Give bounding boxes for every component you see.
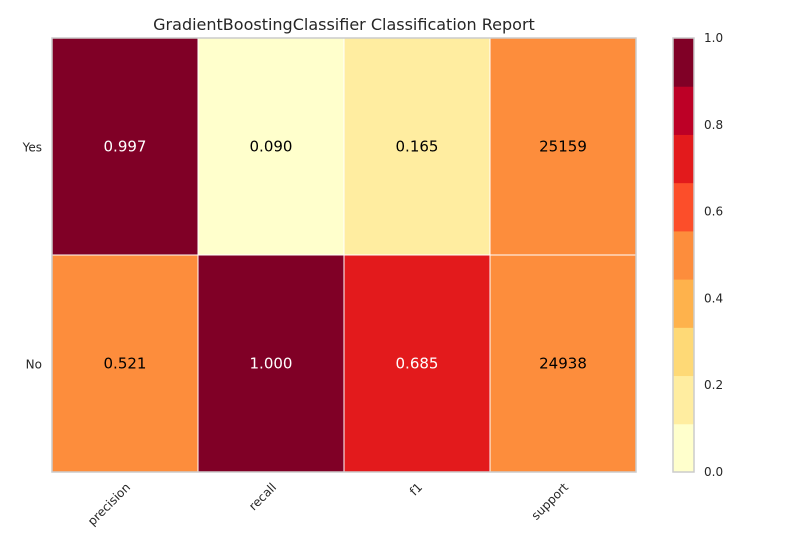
colorbar-band [673, 327, 694, 377]
colorbar-band [673, 134, 694, 184]
colorbar-tick-label: 0.0 [704, 465, 723, 479]
cell-value-no-recall: 1.000 [250, 355, 293, 373]
column-labels: precision recall f1 support [85, 480, 571, 528]
colorbar-tick-label: 1.0 [704, 31, 723, 45]
column-label-recall: recall [246, 480, 279, 513]
heatmap-cell-yes-recall [197, 37, 345, 256]
heatmap-cell-yes-support [489, 37, 637, 256]
column-label-support: support [529, 480, 572, 523]
colorbar-frame [672, 37, 695, 473]
colorbar-tick-label: 0.6 [704, 205, 723, 219]
cell-value-yes-f1: 0.165 [396, 138, 439, 156]
cell-value-yes-precision: 0.997 [104, 138, 147, 156]
colorbar-tick-label: 0.8 [704, 118, 723, 132]
colorbar-tick-label: 0.2 [704, 378, 723, 392]
heatmap-frame [51, 37, 637, 473]
cell-value-no-precision: 0.521 [104, 355, 147, 373]
colorbar-band [673, 375, 694, 425]
colorbar-band [673, 423, 694, 473]
column-label-precision: precision [85, 480, 133, 528]
heatmap-cell-no-precision [51, 254, 199, 473]
colorbar-tick-label: 0.4 [704, 291, 723, 305]
heatmap-cell-no-support [489, 254, 637, 473]
colorbar-band [673, 86, 694, 135]
row-label-no: No [26, 358, 42, 372]
cell-value-yes-recall: 0.090 [250, 138, 293, 156]
heatmap-cell-no-recall [197, 254, 345, 473]
colorbar-band [673, 38, 694, 87]
colorbar-band [673, 182, 694, 232]
colorbar-band [673, 279, 694, 328]
cell-value-no-support: 24938 [539, 355, 587, 373]
row-labels: Yes No [22, 141, 42, 372]
column-label-f1: f1 [407, 480, 425, 498]
colorbar-band [673, 230, 694, 280]
colorbar: 0.0 0.2 0.4 0.6 0.8 1.0 [672, 31, 723, 479]
heatmap: 0.997 0.090 0.165 25159 0.521 1.000 0.685 24938 [51, 37, 637, 473]
cell-value-no-f1: 0.685 [396, 355, 439, 373]
chart-title: GradientBoostingClassifier Classificatio… [153, 15, 535, 34]
heatmap-cell-no-f1 [343, 254, 491, 473]
row-label-yes: Yes [22, 141, 42, 155]
cell-value-yes-support: 25159 [539, 138, 587, 156]
heatmap-cell-yes-precision [51, 37, 199, 256]
